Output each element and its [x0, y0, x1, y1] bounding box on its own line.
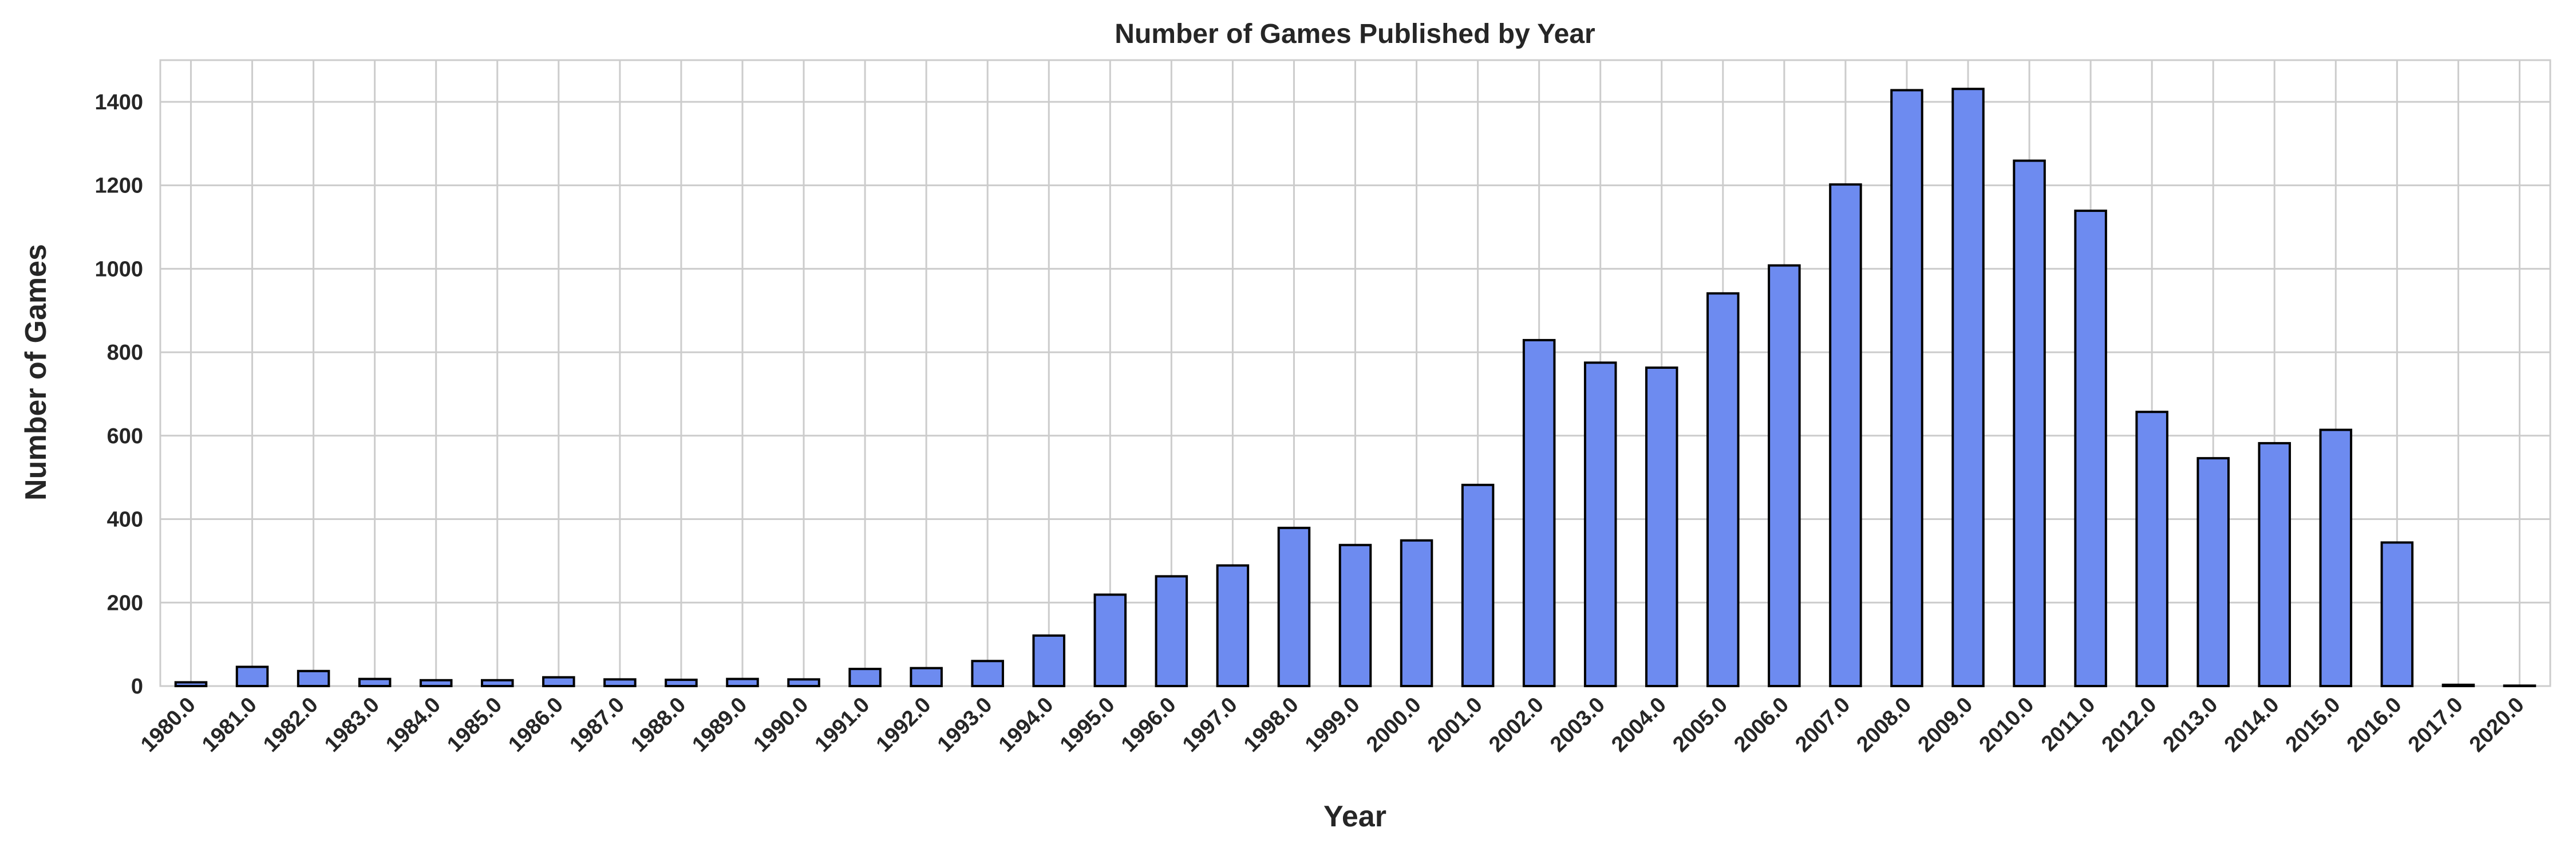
x-tick-label: 1997.0 — [1178, 693, 1242, 757]
x-tick-label: 1981.0 — [197, 693, 262, 757]
bar-1984.0 — [419, 679, 453, 688]
y-tick-label: 1000 — [94, 257, 143, 281]
bar-2013.0 — [2196, 457, 2230, 687]
x-tick-label: 1985.0 — [442, 693, 507, 757]
bar-1994.0 — [1032, 634, 1066, 687]
y-tick-label: 1400 — [94, 90, 143, 115]
x-tick-label: 2009.0 — [1913, 693, 1977, 757]
x-tick-label: 2017.0 — [2404, 693, 2468, 757]
bar-1985.0 — [481, 679, 514, 688]
bar-1992.0 — [910, 667, 943, 688]
bar-1980.0 — [174, 681, 208, 688]
bar-2020.0 — [2503, 684, 2537, 688]
x-tick-label: 2000.0 — [1362, 693, 1426, 757]
x-tick-label: 2008.0 — [1852, 693, 1916, 757]
x-tick-labels: 1980.01981.01982.01983.01984.01985.01986… — [136, 693, 2529, 757]
bar-1990.0 — [787, 678, 820, 687]
bars-group — [174, 88, 2537, 688]
x-tick-label: 1983.0 — [320, 693, 384, 757]
y-axis-label: Number of Games — [19, 244, 53, 501]
x-tick-label: 1986.0 — [504, 693, 568, 757]
x-tick-label: 1999.0 — [1301, 693, 1365, 757]
x-tick-label: 2004.0 — [1607, 693, 1671, 757]
x-tick-label: 2020.0 — [2465, 693, 2529, 757]
x-tick-label: 1987.0 — [565, 693, 629, 757]
bar-1996.0 — [1155, 575, 1188, 687]
x-tick-label: 2001.0 — [1423, 693, 1487, 757]
x-tick-label: 2007.0 — [1791, 693, 1855, 757]
x-tick-label: 2016.0 — [2342, 693, 2407, 757]
y-tick-label: 200 — [107, 591, 143, 615]
y-tick-label: 600 — [107, 424, 143, 448]
x-tick-label: 2012.0 — [2097, 693, 2162, 757]
bar-2011.0 — [2074, 210, 2107, 688]
y-tick-label: 0 — [131, 675, 143, 699]
bar-2005.0 — [1706, 292, 1740, 687]
bar-1981.0 — [235, 665, 269, 687]
x-tick-label: 1988.0 — [626, 693, 690, 757]
bar-1988.0 — [665, 679, 698, 687]
bar-2000.0 — [1400, 539, 1433, 687]
bar-2006.0 — [1768, 264, 1801, 687]
bar-2016.0 — [2380, 541, 2414, 688]
bar-1986.0 — [542, 676, 575, 687]
bar-2015.0 — [2319, 428, 2353, 688]
y-tick-label: 1200 — [94, 174, 143, 198]
bar-1989.0 — [726, 677, 759, 688]
bar-1999.0 — [1338, 543, 1372, 688]
y-tick-labels: 0 200 400 600 800 1000 1200 1400 — [94, 90, 143, 699]
x-tick-label: 2014.0 — [2220, 693, 2284, 757]
x-tick-label: 2002.0 — [1484, 693, 1548, 757]
x-tick-label: 1995.0 — [1056, 693, 1120, 757]
x-tick-label: 1992.0 — [872, 693, 936, 757]
bar-2007.0 — [1829, 183, 1862, 688]
x-tick-label: 2003.0 — [1546, 693, 1610, 757]
bar-1995.0 — [1093, 593, 1127, 687]
x-tick-label: 1989.0 — [688, 693, 752, 757]
x-axis-label: Year — [1323, 800, 1386, 833]
x-tick-label: 1984.0 — [381, 693, 445, 757]
bar-1991.0 — [848, 668, 882, 687]
bar-2004.0 — [1645, 367, 1678, 687]
chart-title: Number of Games Published by Year — [1115, 19, 1595, 49]
bar-2010.0 — [2013, 159, 2046, 688]
bar-2002.0 — [1522, 338, 1556, 687]
x-tick-label: 2013.0 — [2159, 693, 2223, 757]
x-tick-label: 2011.0 — [2037, 693, 2100, 756]
bar-1983.0 — [358, 677, 392, 688]
bar-2017.0 — [2441, 683, 2475, 687]
x-tick-label: 1993.0 — [933, 693, 997, 757]
x-tick-label: 2015.0 — [2281, 693, 2345, 757]
x-tick-label: 1982.0 — [259, 693, 323, 757]
bar-2008.0 — [1890, 89, 1923, 688]
bar-1987.0 — [603, 678, 637, 687]
y-tick-label: 800 — [107, 341, 143, 365]
bar-1993.0 — [971, 660, 1004, 688]
bar-2009.0 — [1951, 88, 1985, 688]
x-tick-label: 2006.0 — [1729, 693, 1793, 757]
x-tick-label: 1994.0 — [994, 693, 1058, 757]
bar-2001.0 — [1461, 483, 1495, 687]
bar-1982.0 — [297, 669, 330, 687]
x-tick-label: 1980.0 — [136, 693, 200, 757]
bar-2003.0 — [1583, 361, 1617, 687]
bar-2014.0 — [2258, 442, 2291, 688]
bar-2012.0 — [2135, 411, 2168, 687]
x-tick-label: 1996.0 — [1117, 693, 1181, 757]
x-tick-label: 2005.0 — [1668, 693, 1732, 757]
x-tick-label: 1998.0 — [1239, 693, 1303, 757]
x-tick-label: 1990.0 — [749, 693, 813, 757]
x-tick-label: 1991.0 — [811, 693, 875, 757]
y-tick-label: 400 — [107, 508, 143, 532]
bar-1997.0 — [1216, 564, 1250, 688]
bar-1998.0 — [1277, 526, 1311, 687]
x-tick-label: 2010.0 — [1975, 693, 2039, 757]
